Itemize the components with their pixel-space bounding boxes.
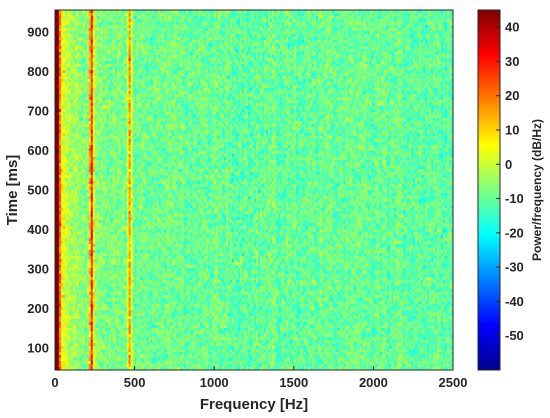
plot-area — [55, 10, 453, 370]
